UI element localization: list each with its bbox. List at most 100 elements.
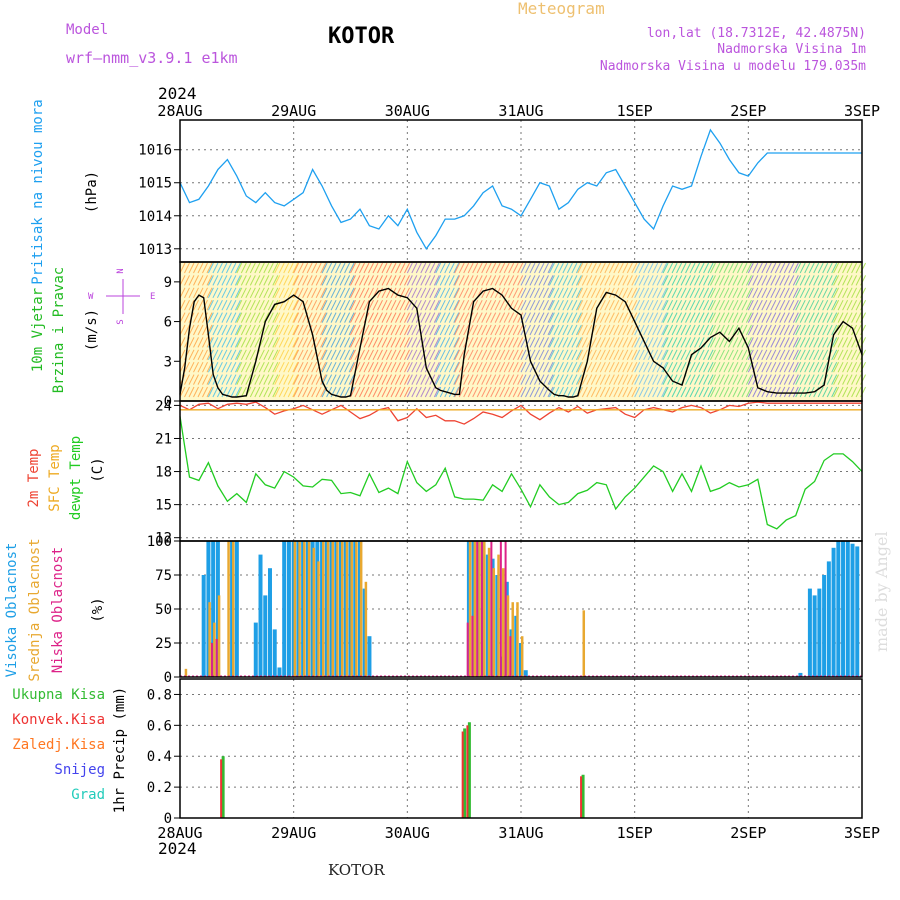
- wind-barb: [424, 386, 431, 398]
- wind-barb: [395, 349, 401, 361]
- wind-barb: [377, 262, 383, 274]
- wind-barb: [197, 275, 204, 286]
- wind-barb: [622, 287, 629, 299]
- wind-barb: [714, 262, 721, 274]
- wind-barb: [617, 275, 624, 286]
- wind-barb: [851, 349, 858, 361]
- wind-barb: [390, 337, 397, 348]
- wind-barb: [278, 349, 285, 361]
- wind-barb: [613, 287, 620, 299]
- wind-barb: [689, 312, 696, 323]
- wind-barb: [822, 312, 829, 323]
- mid-cloud-bar: [350, 541, 353, 677]
- wind-barb: [372, 262, 379, 274]
- wind-barb: [326, 361, 333, 373]
- wind-barb: [557, 337, 564, 348]
- wind-barb: [661, 275, 668, 286]
- wind-barb: [689, 262, 696, 274]
- wind-barb: [439, 299, 446, 311]
- wind-barb: [741, 287, 748, 299]
- wind-barb: [236, 299, 243, 311]
- dewpt-line: [179, 416, 863, 530]
- wind-barb: [756, 275, 763, 286]
- wind-barb-cluster: [548, 262, 582, 398]
- wind-barb: [454, 312, 461, 323]
- wind-barb: [225, 299, 232, 311]
- wind-barb: [350, 299, 356, 311]
- wind-barb: [433, 262, 440, 274]
- wind-barb: [833, 312, 840, 323]
- wind-barb: [595, 361, 602, 373]
- wind-barb: [415, 275, 422, 286]
- wind-barb: [292, 262, 299, 274]
- wind-barb: [320, 299, 327, 311]
- wind-barb: [179, 361, 186, 373]
- wind-barb: [656, 275, 663, 286]
- wind-barb: [234, 275, 241, 286]
- wind-barb: [202, 312, 208, 323]
- wind-barb: [626, 374, 633, 385]
- wind-barb: [575, 349, 582, 361]
- wind-barb: [439, 361, 446, 373]
- wind-barb: [321, 262, 328, 274]
- wind-barb: [707, 374, 714, 385]
- wind-barb: [714, 386, 721, 398]
- wind-barb: [311, 299, 318, 311]
- wind-barb: [249, 275, 256, 286]
- wind-barb: [444, 374, 451, 385]
- wind-barb: [822, 324, 829, 336]
- x-tick-label-bottom: 28AUG: [157, 824, 202, 842]
- wind-barb: [562, 337, 569, 348]
- wind-barb: [188, 337, 195, 348]
- wind-barb: [179, 262, 186, 274]
- wind-barb: [855, 324, 862, 336]
- wind-barb: [424, 262, 431, 274]
- wind-barb: [622, 324, 629, 336]
- wind-barb: [274, 324, 281, 336]
- wind-barb: [709, 374, 716, 385]
- wind-barb: [406, 262, 413, 274]
- wind-barb: [258, 386, 265, 398]
- wind-barb: [822, 386, 829, 398]
- wind-barb: [339, 386, 346, 398]
- wind-barb: [330, 287, 337, 299]
- wind-barb: [553, 275, 560, 286]
- wind-barb: [590, 262, 597, 274]
- wind-barb: [643, 386, 650, 398]
- wind-barb: [390, 374, 397, 385]
- wind-barb: [562, 374, 569, 385]
- wind-barb: [590, 299, 597, 311]
- wind-barb: [184, 386, 190, 398]
- wind-barb: [390, 312, 397, 323]
- wind-barb: [756, 262, 763, 274]
- wind-barb: [575, 324, 582, 336]
- wind-barb: [783, 287, 790, 299]
- wind-barb: [765, 349, 772, 361]
- wind-barb: [494, 361, 501, 373]
- model-elevation-text: Nadmorska Visina u modelu 179.035m: [600, 59, 866, 74]
- wind-barb: [662, 312, 669, 323]
- wind-barb-cluster: [795, 262, 838, 398]
- wind-barb: [727, 275, 734, 286]
- wind-barb: [399, 374, 406, 385]
- wind-barb: [855, 361, 862, 373]
- wind-barb: [595, 262, 602, 274]
- wind-barb: [230, 312, 237, 323]
- wind-barb: [714, 312, 721, 323]
- city-title: KOTOR: [328, 24, 395, 49]
- wind-barb: [420, 262, 427, 274]
- wind-barb: [335, 262, 342, 274]
- wind-barb: [240, 337, 247, 348]
- cloud-labels: Visoka Oblacnost Srednja Oblacnost Niska…: [4, 538, 106, 681]
- wind-barb: [274, 287, 281, 299]
- frame-layer: [179, 119, 863, 819]
- wind-barb: [490, 337, 497, 348]
- wind-barb: [643, 262, 650, 274]
- wind-barb: [415, 324, 422, 336]
- wind-barb: [499, 287, 506, 299]
- wind-barb: [671, 349, 678, 361]
- wind-barb: [254, 386, 261, 398]
- wind-barb: [368, 386, 374, 398]
- wind-barb: [359, 312, 365, 323]
- y-tick-label: 50: [155, 602, 172, 618]
